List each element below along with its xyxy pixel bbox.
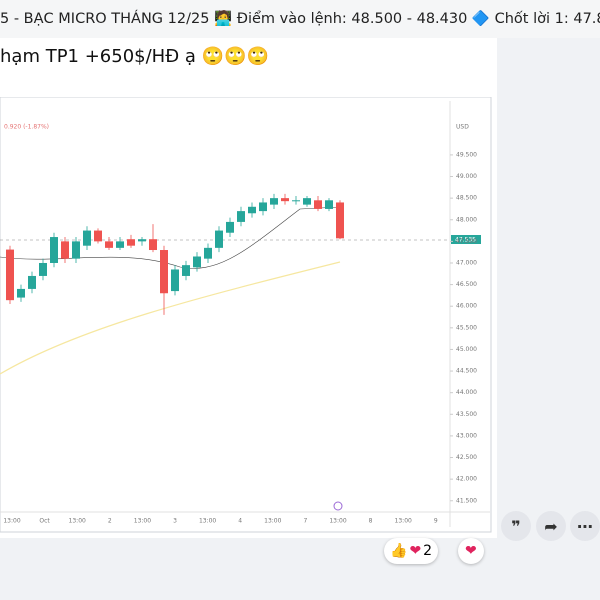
x-tick-label: 2: [108, 518, 112, 525]
x-tick-label: 13:00: [134, 518, 151, 525]
quote-button[interactable]: ❞: [501, 511, 531, 541]
x-tick-label: 7: [303, 518, 307, 525]
y-tick-label: 48.000: [456, 216, 477, 223]
candle-body: [138, 239, 146, 242]
candle-body: [61, 241, 69, 259]
y-tick-label: 48.500: [456, 195, 477, 202]
x-tick-label: 13:00: [199, 518, 216, 525]
candle-body: [160, 250, 168, 294]
x-tick-label: 3: [173, 518, 177, 525]
candle-body: [248, 206, 256, 214]
y-tick-label: 45.000: [456, 346, 477, 353]
more-button[interactable]: ⋯: [570, 511, 600, 541]
candle-body: [17, 288, 25, 298]
y-tick-label: 42.000: [456, 476, 477, 483]
candle-body: [94, 230, 102, 242]
candle-body: [72, 241, 80, 259]
candle-body: [292, 200, 300, 202]
y-tick-label: 42.500: [456, 454, 477, 461]
candle-body: [105, 241, 113, 248]
like-icon: 👍: [390, 543, 408, 559]
candle-body: [204, 247, 212, 259]
x-tick-label: 9: [434, 518, 438, 525]
x-tick-label: 13:00: [69, 518, 86, 525]
y-tick-label: 41.500: [456, 497, 477, 504]
candle-body: [336, 202, 344, 239]
candle-body: [270, 198, 278, 205]
x-tick-label: 13:00: [3, 518, 20, 525]
candle-body: [281, 198, 289, 202]
candle-body: [303, 198, 311, 205]
x-tick-label: 13:00: [329, 518, 346, 525]
x-tick-label: 13:00: [264, 518, 281, 525]
candle-body: [149, 239, 157, 251]
y-tick-label: 46.000: [456, 303, 477, 310]
candle-body: [171, 269, 179, 292]
y-tick-label: 49.000: [456, 173, 477, 180]
candle-body: [127, 239, 135, 246]
event-marker: [333, 501, 343, 511]
heart-reaction[interactable]: ❤: [458, 538, 484, 564]
candle-body: [193, 256, 201, 268]
y-tick-label: 47.500: [456, 238, 477, 245]
chart-frame: [0, 97, 492, 533]
x-tick-label: 4: [238, 518, 242, 525]
moving-average-slow: [0, 261, 341, 375]
candle-body: [39, 262, 47, 276]
heart-icon: ❤: [409, 543, 422, 559]
candle-body: [325, 200, 333, 209]
y-tick-label: 49.500: [456, 151, 477, 158]
y-tick-label: 45.500: [456, 324, 477, 331]
y-tick-label: 47.000: [456, 259, 477, 266]
y-tick-label: 43.000: [456, 432, 477, 439]
last-price-box: [451, 235, 481, 244]
reactions[interactable]: 👍 ❤ 2: [384, 538, 439, 564]
candle-body: [182, 265, 190, 276]
candle-body: [226, 221, 234, 233]
candle-body: [83, 230, 91, 246]
candle-body: [237, 211, 245, 222]
reaction-count: 2: [423, 543, 433, 559]
share-button[interactable]: ➦: [536, 511, 566, 541]
last-price-label: 47.535: [455, 237, 476, 244]
candle-body: [215, 230, 223, 248]
candle-body: [314, 200, 322, 209]
candle-body: [6, 249, 14, 301]
x-tick-label: 8: [369, 518, 373, 525]
candle-body: [28, 275, 36, 289]
x-tick-label: 13:00: [395, 518, 412, 525]
y-tick-label: 46.500: [456, 281, 477, 288]
candle-body: [116, 241, 124, 248]
y-tick-label: 44.500: [456, 368, 477, 375]
y-tick-label: 44.000: [456, 389, 477, 396]
change-label: 0.920 (-1.87%): [4, 124, 49, 131]
chart: 0.920 (-1.87%) USD 47.535 49.50049.00048…: [0, 97, 492, 533]
candle-body: [50, 237, 58, 263]
currency-label: USD: [456, 124, 469, 131]
message-text: hạm TP1 +650$/HĐ ạ 🙄🙄🙄: [0, 46, 269, 67]
y-tick-label: 43.500: [456, 411, 477, 418]
header-text: 5 - BẠC MICRO THÁNG 12/25 🧑‍💻 Điểm vào l…: [0, 0, 600, 38]
x-tick-label: Oct: [39, 518, 50, 525]
candle-body: [259, 202, 267, 212]
